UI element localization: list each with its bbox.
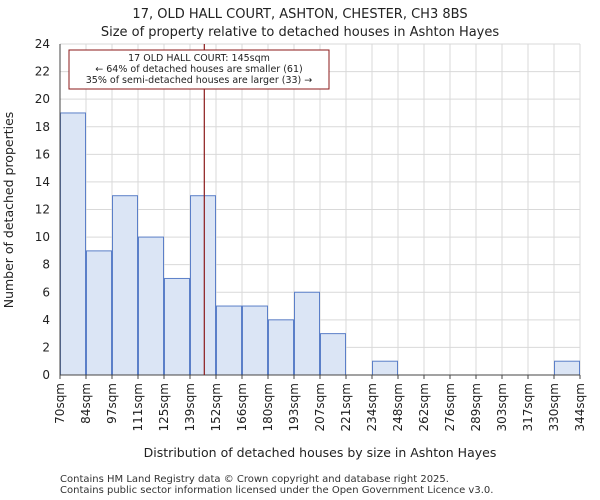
y-tick-label: 4 <box>42 313 50 327</box>
footer-line-2: Contains public sector information licen… <box>60 485 494 496</box>
x-tick-label: 180sqm <box>261 383 275 431</box>
x-tick-label: 276sqm <box>443 383 457 431</box>
bar <box>138 236 164 376</box>
x-tick-label: 221sqm <box>339 383 353 431</box>
x-tick-label: 234sqm <box>365 383 379 431</box>
annotation-line: 17 OLD HALL COURT: 145sqm <box>128 53 270 64</box>
x-tick-label: 70sqm <box>53 383 67 424</box>
x-tick-label: 84sqm <box>79 383 93 424</box>
x-tick-label: 193sqm <box>287 383 301 431</box>
footer-line-1: Contains HM Land Registry data © Crown c… <box>60 474 449 485</box>
bar <box>86 250 112 376</box>
y-axis-label: Number of detached properties <box>1 112 16 309</box>
x-axis-label: Distribution of detached houses by size … <box>144 445 497 460</box>
x-tick-label: 317sqm <box>521 383 535 431</box>
x-tick-label: 139sqm <box>183 383 197 431</box>
property-marker: 17 OLD HALL COURT: 145sqm← 64% of detach… <box>68 44 330 375</box>
bar <box>554 360 580 376</box>
x-tick-label: 207sqm <box>313 383 327 431</box>
y-tick-label: 8 <box>42 258 50 272</box>
x-tick-label: 111sqm <box>131 383 145 431</box>
annotation-box <box>68 49 330 90</box>
footer: Contains HM Land Registry data © Crown c… <box>60 474 493 496</box>
x-tick-label: 125sqm <box>157 383 171 431</box>
bar <box>268 319 294 376</box>
annotation-line: 35% of semi-detached houses are larger (… <box>86 75 313 86</box>
bar <box>60 112 86 376</box>
y-tick-label: 24 <box>35 37 50 51</box>
annotation-line: ← 64% of detached houses are smaller (61… <box>95 64 302 75</box>
x-tick-label: 330sqm <box>547 383 561 431</box>
y-tick-label: 0 <box>42 368 50 382</box>
y-tick-label: 16 <box>35 147 50 161</box>
y-tick-label: 10 <box>35 230 50 244</box>
y-tick-label: 14 <box>35 175 50 189</box>
y-tick-label: 22 <box>35 65 50 79</box>
x-tick-label: 248sqm <box>391 383 405 431</box>
bar <box>294 291 320 376</box>
bars <box>60 112 580 376</box>
x-tick-label: 152sqm <box>209 383 223 431</box>
x-tick-label: 344sqm <box>573 383 587 431</box>
x-tick-label: 97sqm <box>105 383 119 424</box>
y-tick-label: 6 <box>42 285 50 299</box>
bar <box>372 360 398 376</box>
bar <box>112 195 138 376</box>
y-tick-label: 2 <box>42 340 50 354</box>
x-tick-label: 166sqm <box>235 383 249 431</box>
bar <box>216 305 242 376</box>
x-tick-labels: 70sqm 84sqm 97sqm 111sqm 125sqm 139sqm 152sqm 1… <box>53 375 587 431</box>
x-tick-label: 289sqm <box>469 383 483 431</box>
bar <box>164 277 190 376</box>
x-tick-label: 262sqm <box>417 383 431 431</box>
y-tick-label: 12 <box>35 203 50 217</box>
chart-subtitle: Size of property relative to detached ho… <box>101 25 500 40</box>
y-tick-label: 20 <box>35 92 50 106</box>
bar <box>242 305 268 376</box>
bar <box>320 333 346 376</box>
x-tick-label: 303sqm <box>495 383 509 431</box>
bar <box>190 195 216 376</box>
y-tick-label: 18 <box>35 120 50 134</box>
chart-title: 17, OLD HALL COURT, ASHTON, CHESTER, CH3… <box>132 7 467 22</box>
